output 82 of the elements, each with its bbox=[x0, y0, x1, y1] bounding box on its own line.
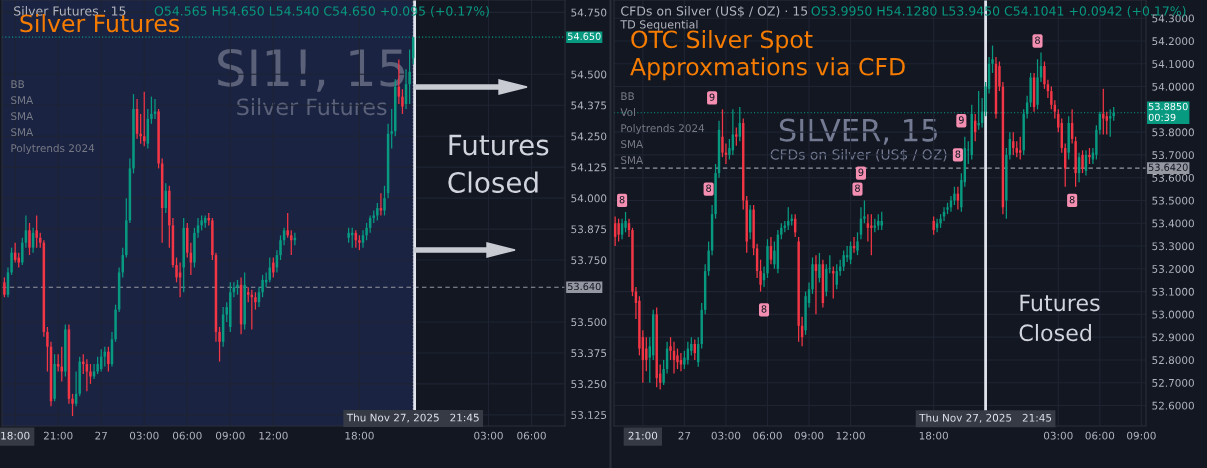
x-tick-label: 12:00 bbox=[259, 431, 288, 440]
annotation: TD Sequential bbox=[620, 20, 698, 31]
annotation: Thu Nov 27, 2025 21:45 bbox=[346, 413, 479, 423]
annotation: Futures Closed bbox=[1019, 294, 1100, 342]
y-tick-label: 54.375 bbox=[571, 101, 607, 110]
y-tick-label: 54.2000 bbox=[1152, 37, 1194, 46]
y-tick-label: 52.9000 bbox=[1152, 333, 1194, 342]
y-tick-label: 53.8000 bbox=[1152, 128, 1194, 137]
x-tick-label: 03:00 bbox=[711, 431, 741, 440]
y-tick-label: 54.000 bbox=[571, 194, 607, 203]
annotation: SMA bbox=[11, 128, 34, 137]
annotation: 8 bbox=[955, 150, 961, 158]
ref-line-label: 53.640 bbox=[568, 282, 601, 291]
y-tick-label: 52.7000 bbox=[1152, 378, 1194, 387]
x-tick-label: 12:00 bbox=[836, 431, 865, 440]
y-tick-label: 53.375 bbox=[571, 349, 607, 358]
y-tick-label: 53.5000 bbox=[1152, 196, 1194, 205]
x-tick-label: 18:00 bbox=[1, 431, 30, 440]
annotation: 8 bbox=[1035, 36, 1040, 44]
annotation: 8 bbox=[619, 195, 625, 204]
y-tick-label: 52.6000 bbox=[1152, 401, 1194, 410]
annotation: CFDs on Silver (US$ / OZ) · 15 bbox=[621, 6, 808, 18]
ref-line-label: 53.8850 00:39 bbox=[1148, 102, 1188, 122]
annotation: BB bbox=[621, 92, 634, 100]
y-tick-label: 52.8000 bbox=[1152, 356, 1194, 365]
y-tick-label: 53.500 bbox=[571, 318, 607, 327]
annotation: 8 bbox=[761, 305, 767, 313]
y-tick-label: 53.4000 bbox=[1152, 219, 1194, 228]
y-tick-label: 53.2000 bbox=[1152, 265, 1194, 273]
annotation: 9 bbox=[958, 116, 964, 124]
y-tick-label: 53.7000 bbox=[1152, 151, 1194, 160]
y-tick-label: 53.6000 bbox=[1152, 173, 1194, 182]
y-tick-label: 54.0000 bbox=[1152, 82, 1194, 91]
y-tick-label: 53.875 bbox=[571, 225, 607, 234]
x-tick-label: 03:00 bbox=[474, 431, 503, 440]
annotation: 8 bbox=[1069, 195, 1075, 204]
annotation: Futures Closed bbox=[448, 134, 549, 193]
y-tick-label: 53.0000 bbox=[1152, 310, 1194, 319]
annotation: SMA bbox=[11, 96, 34, 105]
annotation: SILVER, 15 bbox=[779, 118, 937, 145]
x-tick-label: 21:00 bbox=[628, 431, 658, 440]
annotation: SMA bbox=[11, 112, 34, 121]
x-tick-label: 09:00 bbox=[215, 431, 245, 440]
y-tick-label: 53.750 bbox=[571, 256, 607, 265]
ref-line-label: 53.6420 bbox=[1148, 163, 1188, 171]
x-tick-label: 18:00 bbox=[919, 431, 948, 440]
annotation: SMA bbox=[621, 156, 644, 165]
x-tick-label: 27 bbox=[678, 431, 691, 440]
y-tick-label: 53.250 bbox=[571, 380, 607, 388]
y-tick-label: 54.500 bbox=[571, 70, 607, 79]
annotation: Vol bbox=[620, 108, 635, 117]
x-tick-label: 06:00 bbox=[172, 431, 202, 440]
annotation: 9 bbox=[858, 168, 864, 176]
annotation: BB bbox=[11, 80, 24, 88]
x-tick-label: 09:00 bbox=[794, 431, 824, 440]
y-tick-label: 54.750 bbox=[571, 8, 607, 17]
annotation: Polytrends 2024 bbox=[621, 124, 705, 135]
annotation: 8 bbox=[855, 184, 860, 192]
y-tick-label: 53.3000 bbox=[1152, 242, 1194, 251]
y-tick-label: 54.125 bbox=[571, 163, 607, 172]
annotation: 8 bbox=[706, 184, 712, 192]
x-tick-label: 27 bbox=[95, 431, 107, 440]
annotation: Polytrends 2024 bbox=[11, 144, 95, 155]
x-tick-label: 18:00 bbox=[345, 431, 374, 440]
x-tick-label: 03:00 bbox=[1043, 431, 1073, 440]
y-tick-label: 54.1000 bbox=[1152, 60, 1194, 68]
y-tick-label: 53.125 bbox=[571, 411, 607, 419]
y-tick-label: 53.1000 bbox=[1152, 287, 1194, 296]
annotation: CFDs on Silver (US$ / OZ) bbox=[770, 149, 947, 162]
x-tick-label: 06:00 bbox=[517, 431, 546, 440]
annotation: 9 bbox=[709, 93, 715, 101]
y-tick-label: 54.250 bbox=[571, 132, 607, 141]
x-tick-label: 06:00 bbox=[1085, 431, 1115, 440]
x-tick-label: 06:00 bbox=[753, 431, 782, 440]
annotation: Silver Futures bbox=[237, 98, 387, 116]
text: OTC Silver Spot Approxmations via CFD bbox=[630, 30, 905, 81]
x-tick-label: 03:00 bbox=[129, 431, 159, 440]
ref-line-label: 54.650 bbox=[568, 32, 601, 40]
x-tick-label: 09:00 bbox=[1127, 431, 1156, 440]
x-tick-label: 21:00 bbox=[43, 431, 73, 440]
annotation: Thu Nov 27, 2025 21:45 bbox=[919, 413, 1052, 423]
annotation: SMA bbox=[621, 140, 644, 149]
